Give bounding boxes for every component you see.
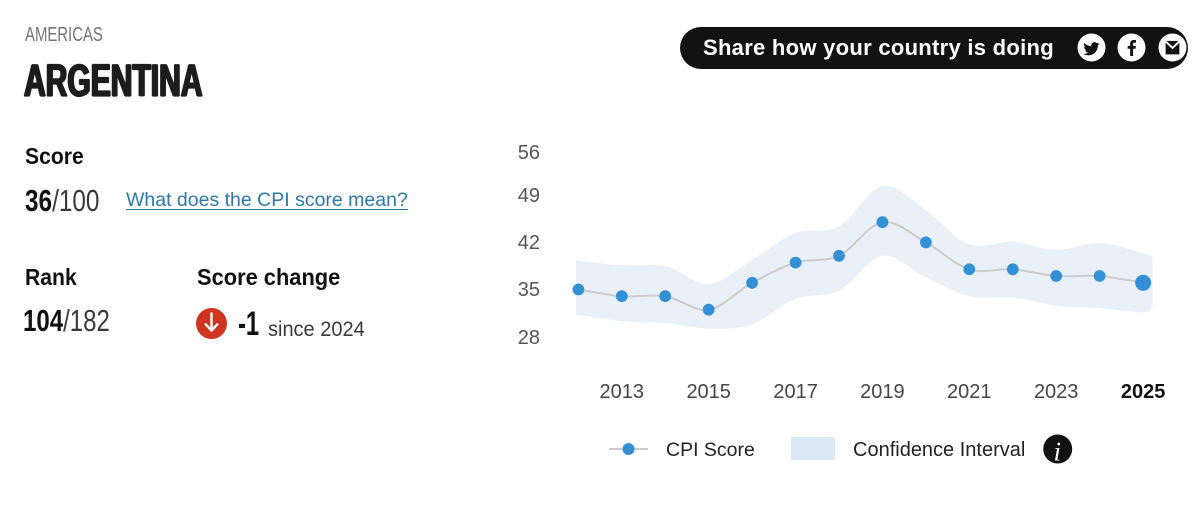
svg-text:i: i [1053, 437, 1061, 467]
svg-text:2013: 2013 [600, 381, 645, 403]
svg-text:42: 42 [518, 232, 540, 254]
svg-text:35: 35 [518, 279, 540, 301]
svg-text:56: 56 [518, 142, 540, 164]
svg-text:2015: 2015 [686, 381, 731, 403]
svg-text:CPI Score: CPI Score [666, 439, 755, 461]
svg-text:2025: 2025 [1121, 381, 1166, 403]
svg-text:2021: 2021 [947, 381, 992, 403]
svg-text:49: 49 [518, 185, 540, 207]
svg-text:2023: 2023 [1034, 381, 1079, 403]
svg-text:Confidence Interval: Confidence Interval [853, 439, 1025, 461]
svg-text:28: 28 [518, 327, 540, 349]
svg-text:2017: 2017 [773, 381, 818, 403]
svg-text:2019: 2019 [860, 381, 905, 403]
